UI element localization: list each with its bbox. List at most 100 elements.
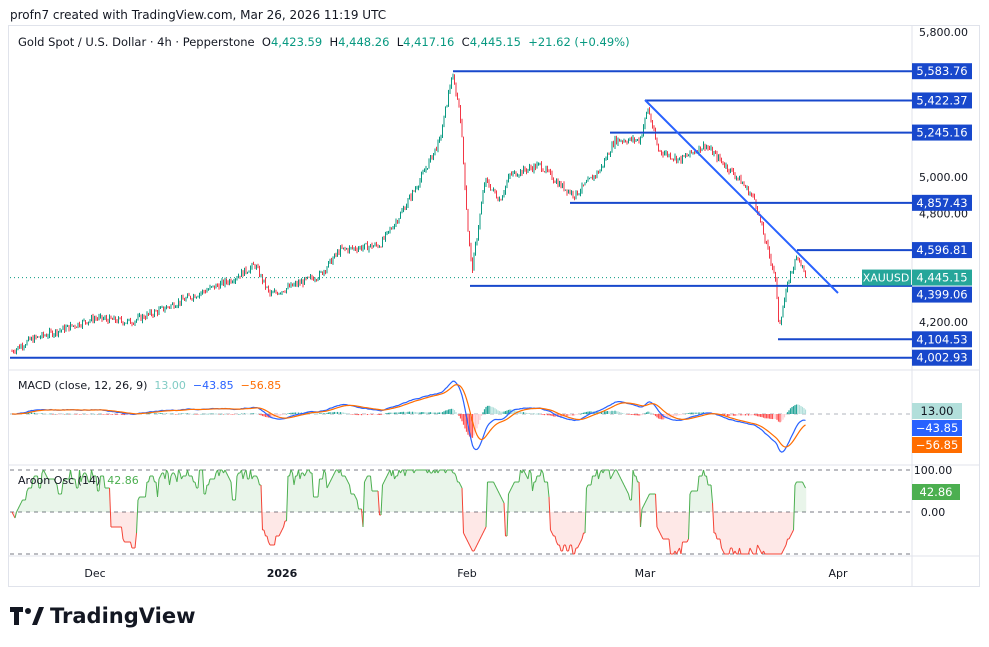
aroon-line-segment: [496, 487, 499, 492]
macd-histogram-bar: [792, 406, 795, 414]
aroon-fill: [225, 473, 228, 512]
candle-body: [197, 296, 199, 298]
macd-histogram-bar: [770, 414, 772, 419]
candle-body: [640, 137, 641, 143]
aroon-line-segment: [95, 475, 98, 492]
aroon-fill: [546, 482, 549, 512]
aroon-fill: [498, 494, 501, 512]
candle-body: [568, 190, 569, 194]
candle-body: [457, 95, 458, 99]
aroon-line-segment: [788, 535, 791, 540]
aroon-fill: [429, 473, 432, 512]
aroon-line-segment: [305, 469, 308, 474]
macd-histogram-bar: [479, 414, 481, 420]
aroon-fill: [294, 476, 297, 512]
aroon-fill: [729, 512, 732, 548]
aroon-fill: [218, 476, 220, 512]
aroon-fill: [702, 470, 705, 512]
candle-body: [332, 258, 334, 264]
candle-body: [578, 193, 580, 195]
aroon-line-segment: [478, 538, 481, 543]
candle-body: [73, 325, 74, 327]
aroon-fill: [698, 476, 700, 512]
aroon-fill: [488, 482, 490, 512]
aroon-fill: [107, 488, 109, 512]
macd-histogram-bar: [153, 413, 156, 414]
candle-body: [712, 147, 713, 155]
aroon-fill: [612, 473, 615, 512]
aroon-line-segment: [710, 484, 713, 504]
aroon-fill: [257, 479, 259, 512]
candle-body: [521, 170, 523, 174]
aroon-line-segment: [19, 502, 22, 507]
aroon-fill: [255, 476, 258, 512]
candle-body: [751, 193, 752, 195]
candle-body: [19, 346, 20, 349]
aroon-line-segment: [173, 472, 176, 477]
aroon-line-segment: [283, 520, 286, 528]
aroon-line-segment: [226, 472, 229, 477]
aroon-line-segment: [571, 544, 574, 555]
macd-histogram-bar: [579, 413, 582, 415]
aroon-line-segment: [55, 481, 58, 486]
aroon-fill: [653, 494, 655, 512]
macd-histogram-bar: [117, 414, 120, 415]
macd-histogram-bar: [674, 414, 676, 417]
aroon-line-segment: [364, 478, 367, 483]
aroon-line-segment: [578, 541, 581, 546]
level-price-label: 4,857.43: [916, 196, 967, 210]
aroon-fill: [65, 479, 67, 512]
candle-body: [290, 283, 292, 288]
candle-body: [481, 203, 482, 215]
candle-body: [416, 187, 418, 189]
aroon-fill: [281, 512, 283, 530]
aroon-fill: [273, 512, 276, 545]
macd-value: −43.85: [192, 379, 234, 392]
macd-histogram-bar: [575, 414, 577, 415]
macd-histogram-bar: [600, 411, 603, 414]
macd-histogram-bar: [293, 412, 295, 414]
candle-body: [293, 284, 295, 287]
candle-body: [731, 168, 733, 171]
aroon-fill: [156, 497, 159, 512]
candle-body: [136, 319, 137, 322]
aroon-fill: [659, 512, 661, 533]
aroon-fill: [423, 470, 426, 512]
candle-body: [376, 243, 377, 246]
macd-histogram-bar: [381, 414, 384, 415]
tradingview-logo[interactable]: TradingView: [10, 604, 195, 628]
aroon-line-segment: [109, 487, 112, 528]
aroon-fill: [384, 479, 387, 512]
aroon-fill: [372, 491, 375, 512]
candle-body: [133, 323, 134, 325]
aroon-line-segment: [640, 508, 643, 528]
macd-histogram-bar: [528, 413, 531, 414]
candle-body: [610, 152, 611, 155]
aroon-fill: [195, 488, 198, 512]
credit-text: profn7 created with TradingView.com, Mar…: [10, 8, 387, 22]
aroon-fill: [495, 488, 498, 512]
chart-frame[interactable]: [8, 25, 980, 587]
macd-histogram-bar: [582, 412, 585, 414]
aroon-line-segment: [748, 547, 751, 555]
aroon-fill: [732, 512, 735, 554]
candle-body: [487, 178, 488, 182]
aroon-fill: [183, 476, 186, 512]
macd-histogram-bar: [228, 414, 231, 415]
level-price-label: 5,245.16: [916, 126, 967, 140]
aroon-fill: [768, 512, 771, 554]
aroon-fill: [564, 512, 567, 545]
candle-body: [713, 152, 715, 155]
aroon-fill: [51, 479, 54, 512]
aroon-line-segment: [25, 490, 28, 501]
aroon-fill: [434, 473, 436, 512]
aroon-fill: [666, 512, 669, 539]
aroon-fill: [189, 476, 192, 512]
candle-body: [218, 285, 220, 289]
candle-body: [530, 166, 532, 169]
aroon-line-segment: [455, 475, 458, 483]
aroon-line-segment: [44, 472, 47, 477]
aroon-fill: [143, 497, 145, 512]
candle-body: [478, 227, 479, 239]
